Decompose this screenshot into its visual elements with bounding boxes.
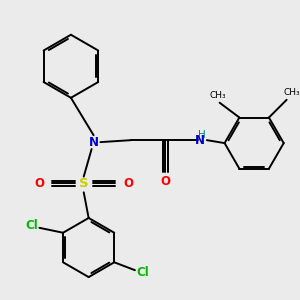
Text: Cl: Cl [136,266,149,279]
Text: O: O [34,177,44,190]
Text: N: N [195,134,205,147]
Text: N: N [88,136,99,148]
Text: Cl: Cl [25,219,38,232]
Text: CH₃: CH₃ [283,88,300,98]
Text: CH₃: CH₃ [209,91,226,100]
Text: S: S [79,177,88,190]
Text: O: O [123,177,133,190]
Text: H: H [198,130,206,140]
Text: O: O [160,175,170,188]
